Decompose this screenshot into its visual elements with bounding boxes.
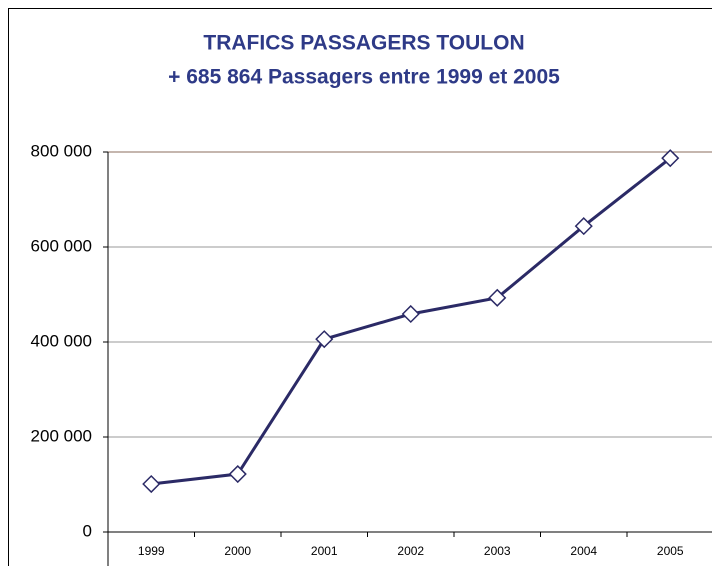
chart-frame xyxy=(8,8,712,566)
chart-subtitle: + 685 864 Passagers entre 1999 et 2005 xyxy=(168,66,560,89)
x-tick-label: 2001 xyxy=(311,544,338,558)
data-marker xyxy=(488,288,507,307)
y-tick-label: 200 000 xyxy=(31,426,92,445)
x-tick-label: 2002 xyxy=(397,544,424,558)
chart-title: TRAFICS PASSAGERS TOULON xyxy=(203,32,524,55)
x-tick-label: 2003 xyxy=(484,544,511,558)
data-marker xyxy=(661,149,680,168)
x-tick-label: 1999 xyxy=(138,544,165,558)
x-tick-label: 2005 xyxy=(657,544,684,558)
x-tick-label: 2004 xyxy=(570,544,597,558)
y-tick-label: 0 xyxy=(83,521,92,540)
y-tick-label: 600 000 xyxy=(31,236,92,255)
y-tick-label: 400 000 xyxy=(31,331,92,350)
x-tick-label: 2000 xyxy=(224,544,251,558)
data-marker xyxy=(142,474,161,494)
data-marker xyxy=(228,464,247,484)
data-marker xyxy=(574,217,593,236)
data-marker xyxy=(401,304,420,324)
data-marker xyxy=(315,330,334,349)
y-tick-label: 800 000 xyxy=(31,141,92,160)
